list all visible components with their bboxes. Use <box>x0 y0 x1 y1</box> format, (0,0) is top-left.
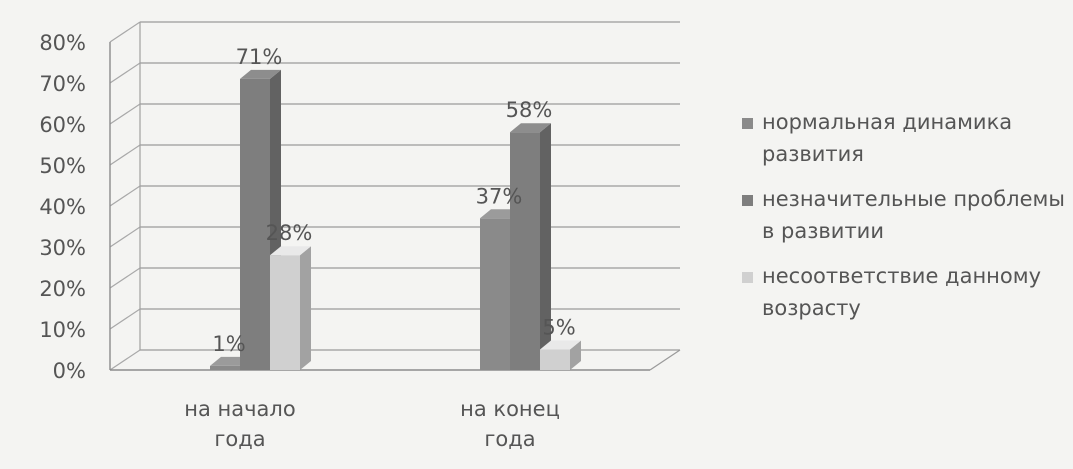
y-tick-label: 10% <box>39 318 86 342</box>
labels-layer: 0% 10% 20% 30% 40% 50% 60% 70% 80% 1% 71% 28% на нач… <box>39 31 575 451</box>
bar-side <box>540 123 551 370</box>
floor-edge <box>649 349 681 371</box>
side-gridline <box>109 185 141 207</box>
legend-label: нормальная динамика <box>762 110 1012 134</box>
data-label: 71% <box>236 45 283 69</box>
bar-top <box>270 246 311 256</box>
side-gridline <box>109 21 141 43</box>
x-tick-label: года <box>484 427 535 451</box>
bars-layer <box>210 69 581 371</box>
side-gridline <box>109 103 141 125</box>
bar-top <box>510 123 551 133</box>
y-tick-label: 20% <box>39 277 86 301</box>
x-tick-label: на начало <box>184 397 295 421</box>
bar-front <box>210 365 240 370</box>
legend-label: возрасту <box>762 296 861 320</box>
x-tick-label: на конец <box>460 397 560 421</box>
data-label: 58% <box>506 98 553 122</box>
grid-layer <box>109 21 681 371</box>
bar-front <box>270 255 300 370</box>
bar <box>510 123 551 370</box>
legend: нормальная динамика развития незначительны… <box>742 110 1065 320</box>
bar-front <box>510 132 540 370</box>
bar <box>270 246 311 370</box>
bar-front <box>540 349 570 370</box>
y-tick-label: 70% <box>39 72 86 96</box>
legend-label: несоответствие данному <box>762 264 1041 288</box>
bar <box>540 340 581 370</box>
side-gridline <box>109 267 141 289</box>
legend-label: развития <box>762 142 864 166</box>
x-tick-label: года <box>214 427 265 451</box>
bar-top <box>240 69 281 79</box>
y-tick-label: 60% <box>39 113 86 137</box>
bar-front <box>240 78 270 371</box>
bar-side <box>570 340 581 370</box>
bar-top <box>540 340 581 350</box>
legend-swatch <box>742 195 753 206</box>
y-tick-label: 0% <box>53 359 86 383</box>
data-label: 37% <box>476 184 523 208</box>
bar-side <box>300 246 311 370</box>
side-gridline <box>109 349 141 371</box>
data-label: 28% <box>266 221 313 245</box>
side-gridline <box>109 62 141 84</box>
y-tick-label: 50% <box>39 154 86 178</box>
legend-swatch <box>742 272 753 283</box>
y-tick-label: 40% <box>39 195 86 219</box>
data-label: 1% <box>212 332 245 356</box>
legend-swatch <box>742 118 753 129</box>
data-label: 5% <box>542 316 575 340</box>
bar-front <box>480 218 510 370</box>
y-tick-label: 30% <box>39 236 86 260</box>
side-gridline <box>109 308 141 330</box>
side-gridline <box>109 144 141 166</box>
legend-label: незначительные проблемы <box>762 187 1065 211</box>
y-tick-label: 80% <box>39 31 86 55</box>
legend-label: в развитии <box>762 219 884 243</box>
side-gridline <box>109 226 141 248</box>
